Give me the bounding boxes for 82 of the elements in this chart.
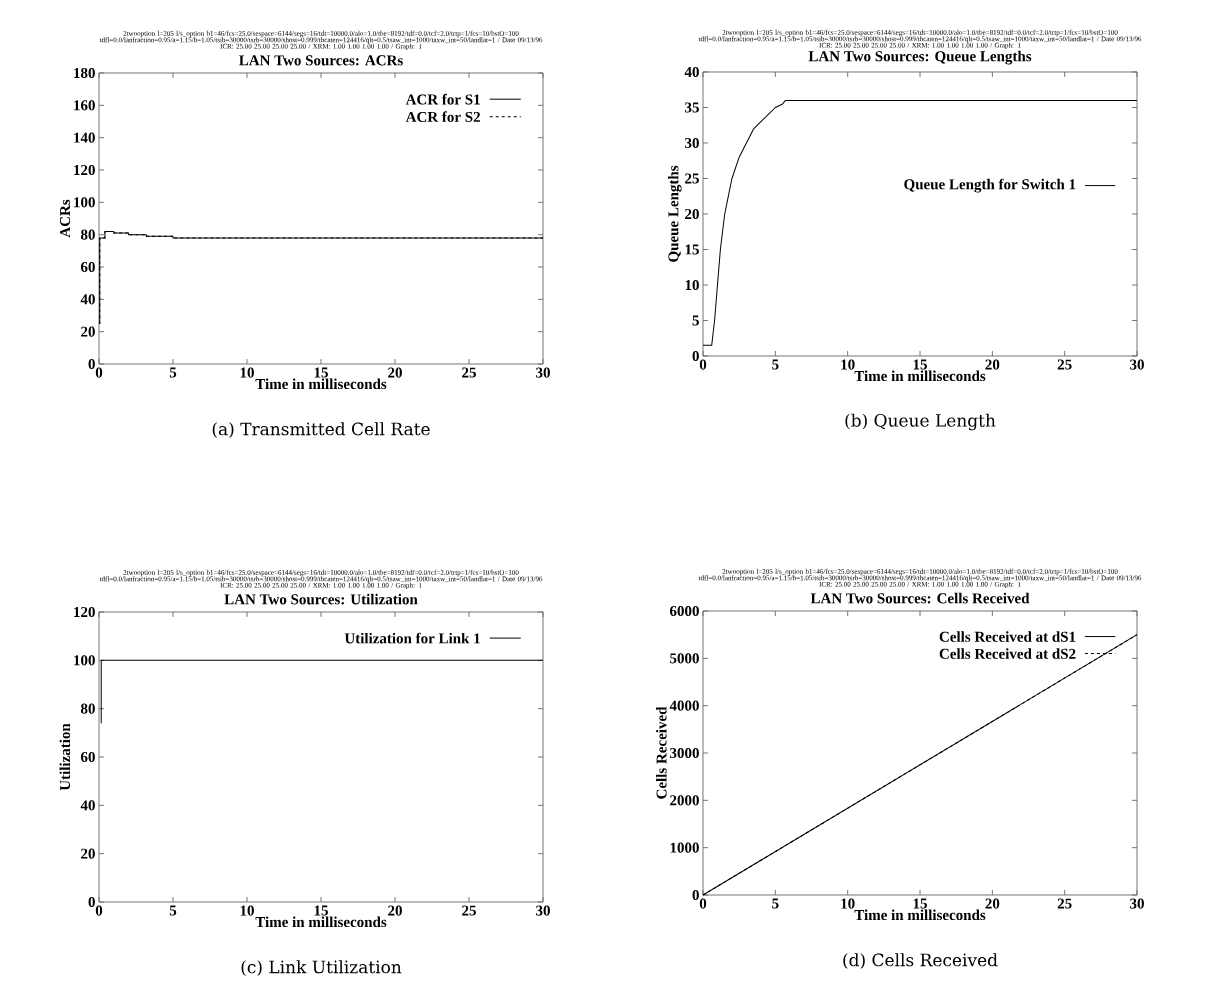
y-tick-label: 80 (80, 229, 95, 240)
y-tick-label: 5000 (670, 653, 699, 664)
x-tick-label: 20 (388, 367, 402, 378)
y-tick-label: 100 (74, 655, 95, 666)
x-tick-label: 5 (169, 905, 177, 916)
x-tick-label: 5 (169, 367, 177, 378)
y-tick-label: 40 (80, 294, 95, 305)
x-axis-title: Time in milliseconds (854, 909, 986, 921)
y-tick-label: 40 (684, 66, 699, 78)
x-tick-label: 30 (1130, 898, 1144, 909)
y-tick-label: 2000 (670, 795, 699, 806)
x-tick-label: 0 (95, 905, 103, 916)
text: (b) Queue Length (845, 413, 996, 431)
x-tick-label: 10 (240, 367, 254, 378)
y-axis-title: Utilization (59, 723, 71, 791)
chart-title: LAN Two Sources: ACRs (239, 55, 403, 66)
y-tick-label: 20 (81, 848, 95, 859)
legend-label: Cells Received at dS2 (939, 648, 1076, 659)
x-tick-label: 25 (462, 905, 476, 916)
x-tick-label: 0 (95, 367, 103, 378)
x-tick-label: 15 (913, 359, 927, 370)
x-axis-title: Time in milliseconds (255, 916, 387, 928)
x-tick-label: 15 (314, 367, 328, 378)
y-tick-label: 6000 (669, 605, 699, 617)
y-tick-label: 60 (80, 261, 95, 273)
y-axis-title: Cells Received (656, 706, 667, 799)
y-tick-label: 20 (81, 326, 95, 337)
y-tick-label: 120 (74, 606, 95, 618)
chart-title: LAN Two Sources: Utilization (224, 593, 418, 605)
x-tick-label: 30 (1130, 359, 1144, 370)
y-axis-title: ACRs (60, 199, 71, 238)
y-tick-label: 10 (685, 279, 699, 291)
x-tick-label: 25 (1057, 898, 1072, 909)
x-axis-title: Time in milliseconds (854, 370, 986, 382)
x-tick-label: 10 (841, 898, 855, 909)
legend-label: ACR for S2 (405, 111, 480, 122)
y-tick-label: 0 (692, 350, 699, 362)
x-axis-title: Time in milliseconds (255, 378, 387, 390)
y-axis-title: Queue Lengths (667, 165, 682, 262)
x-tick-label: 30 (536, 905, 550, 916)
x-tick-label: 20 (985, 898, 1000, 909)
x-tick-label: 25 (462, 367, 476, 378)
text: (d) Cells Received (843, 953, 998, 969)
legend-label: Queue Length for Switch 1 (904, 178, 1076, 193)
chart-title: LAN Two Sources: Queue Lengths (808, 50, 1032, 65)
y-tick-label: 100 (74, 197, 95, 208)
legend-label: ACR for S1 (405, 93, 480, 105)
line-series (702, 99, 1138, 346)
y-tick-label: 160 (74, 100, 95, 111)
y-tick-label: 35 (685, 102, 699, 113)
legend-label: Cells Received at dS1 (939, 631, 1076, 642)
x-tick-label: 10 (240, 905, 254, 916)
x-tick-label: 5 (772, 898, 779, 909)
x-tick-label: 20 (985, 359, 1000, 370)
x-tick-label: 20 (388, 905, 402, 916)
y-tick-label: 20 (685, 208, 699, 220)
legend-label: Utilization for Link 1 (344, 632, 480, 644)
y-tick-label: 3000 (670, 747, 699, 759)
x-tick-label: 0 (699, 898, 707, 909)
y-tick-label: 40 (80, 800, 95, 811)
y-tick-label: 15 (685, 244, 699, 255)
x-tick-label: 30 (536, 367, 550, 378)
x-tick-label: 15 (913, 898, 927, 909)
y-tick-label: 5 (692, 315, 699, 326)
y-tick-label: 0 (692, 889, 699, 901)
x-tick-label: 15 (314, 905, 328, 916)
y-tick-label: 180 (74, 67, 95, 79)
y-tick-label: 60 (80, 751, 95, 763)
x-tick-label: 10 (841, 359, 855, 370)
y-tick-label: 1000 (670, 842, 699, 853)
y-tick-label: 4000 (669, 700, 699, 711)
x-tick-label: 25 (1057, 359, 1072, 370)
x-tick-label: 0 (699, 359, 707, 370)
text: (a) Transmitted Cell Rate (212, 422, 430, 438)
y-tick-label: 80 (80, 703, 95, 714)
y-tick-label: 25 (685, 173, 699, 184)
y-tick-label: 140 (74, 132, 95, 143)
chart-title: LAN Two Sources: Cells Received (810, 592, 1030, 604)
x-tick-label: 5 (772, 359, 779, 370)
y-tick-label: 30 (685, 137, 699, 149)
y-tick-label: 120 (74, 164, 95, 176)
text: (c) Link Utilization (241, 960, 402, 976)
